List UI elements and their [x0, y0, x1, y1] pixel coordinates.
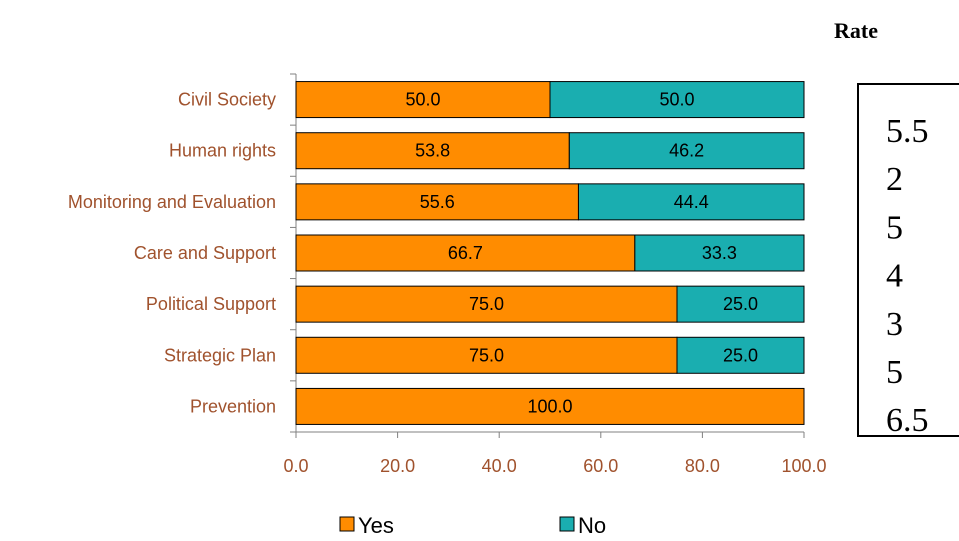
data-label-no: 25.0: [723, 345, 758, 365]
x-tick-labels: 0.0 20.0 40.0 60.0 80.0 100.0: [283, 456, 826, 476]
rate-value: 5: [886, 354, 903, 391]
bar-no: [568, 132, 805, 170]
legend-swatch-no: [559, 516, 575, 532]
bar-no: [676, 285, 805, 323]
bar-yes: [295, 285, 678, 323]
bar-yes: [295, 132, 570, 170]
category-label: Civil Society: [178, 90, 276, 110]
data-label-yes: 50.0: [405, 90, 440, 110]
legend-swatch-yes: [339, 516, 355, 532]
rate-value: 5: [886, 209, 903, 246]
bar-no: [634, 234, 805, 272]
data-label-yes: 75.0: [469, 345, 504, 365]
legend-label-no: No: [578, 513, 606, 538]
x-tick-label: 100.0: [781, 456, 826, 476]
rate-title: Rate: [834, 18, 878, 43]
data-label-yes: 53.8: [415, 141, 450, 161]
x-tick-label: 40.0: [482, 456, 517, 476]
data-label-yes: 66.7: [448, 243, 483, 263]
bar-no: [549, 81, 805, 119]
rate-panel: Rate 5.5 2 5 4 3 5 6.5: [834, 18, 959, 439]
bar-yes: [295, 81, 551, 119]
x-tick-label: 80.0: [685, 456, 720, 476]
rate-value: 4: [886, 258, 903, 295]
x-tick-label: 60.0: [583, 456, 618, 476]
rate-value: 3: [886, 306, 903, 343]
category-label: Strategic Plan: [164, 345, 276, 365]
bars-group: 50.0 50.0 53.8 46.2 55.6 44.4 66.7 33.3 75.0 25.0…: [295, 81, 805, 425]
category-label: Prevention: [190, 396, 276, 416]
bar-yes: [295, 387, 805, 425]
bar-yes: [295, 336, 678, 374]
bar-yes: [295, 234, 636, 272]
bar-no: [676, 336, 805, 374]
data-label-no: 50.0: [659, 90, 694, 110]
data-label-no: 33.3: [702, 243, 737, 263]
category-label: Monitoring and Evaluation: [68, 192, 276, 212]
data-label-no: 44.4: [674, 192, 709, 212]
bar-no: [577, 183, 805, 221]
category-labels: Civil Society Human rights Monitoring and …: [68, 90, 276, 417]
rate-box: [857, 83, 959, 437]
data-label-no: 25.0: [723, 294, 758, 314]
data-label-yes: 75.0: [469, 294, 504, 314]
category-label: Political Support: [146, 294, 276, 314]
legend: Yes No: [339, 513, 606, 538]
rate-value: 2: [886, 161, 903, 198]
data-label-no: 46.2: [669, 141, 704, 161]
data-label-yes: 100.0: [527, 396, 572, 416]
category-label: Care and Support: [134, 243, 276, 263]
rate-values: 5.5 2 5 4 3 5 6.5: [886, 113, 929, 439]
data-label-yes: 55.6: [420, 192, 455, 212]
bar-yes: [295, 183, 579, 221]
rate-value: 6.5: [886, 402, 929, 439]
category-label: Human rights: [169, 141, 276, 161]
legend-label-yes: Yes: [358, 513, 394, 538]
x-tick-label: 0.0: [283, 456, 308, 476]
rate-value: 5.5: [886, 113, 929, 150]
x-tick-label: 20.0: [380, 456, 415, 476]
